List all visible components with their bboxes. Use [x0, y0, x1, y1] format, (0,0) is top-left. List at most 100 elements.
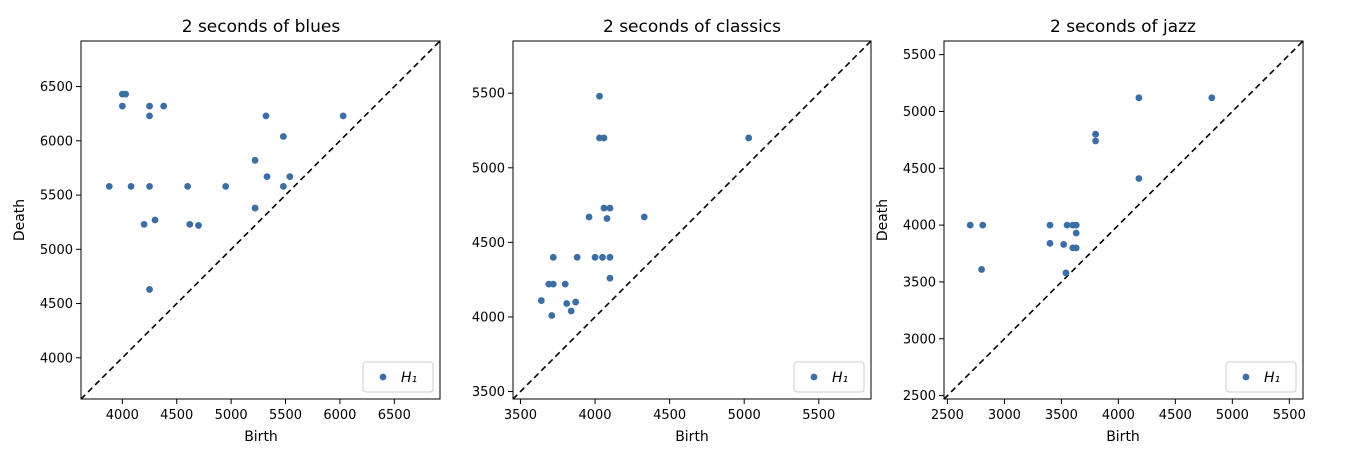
data-point: [105, 182, 113, 190]
legend-label: H₁: [832, 370, 848, 386]
data-point: [251, 204, 259, 212]
data-point: [279, 133, 287, 140]
plot-area: [80, 40, 441, 400]
data-point: [600, 134, 608, 142]
legend-marker: [810, 373, 818, 381]
data-point: [146, 286, 153, 293]
x-tick-label: 5500: [269, 408, 302, 423]
y-tick-label: 6500: [40, 80, 73, 95]
legend-box: [362, 361, 434, 393]
data-point: [222, 182, 230, 190]
subplot-classics: 2 seconds of classics Birth 3500 4000 4500…: [472, 17, 872, 445]
data-point: [1072, 244, 1080, 252]
x-tick-label: 3500: [1045, 408, 1078, 423]
data-point: [151, 216, 159, 224]
data-point: [978, 266, 986, 273]
diagonal-line: [80, 40, 441, 400]
data-point: [184, 182, 192, 190]
data-point: [146, 102, 153, 110]
data-point: [1046, 239, 1054, 247]
data-point: [1092, 130, 1099, 138]
data-point: [1062, 269, 1070, 277]
legend-box: [793, 361, 865, 393]
legend-label: H₁: [401, 370, 417, 386]
data-point: [548, 312, 556, 319]
x-tick-label: 6500: [378, 408, 411, 423]
legend-label: H₁: [1264, 370, 1280, 386]
data-point: [140, 220, 148, 228]
data-point: [118, 102, 126, 110]
x-tick-label: 5000: [215, 408, 248, 423]
data-point: [606, 274, 614, 282]
y-axis-label: Death: [12, 199, 28, 241]
data-point: [572, 298, 580, 306]
y-tick-label: 5500: [472, 87, 505, 102]
data-point: [585, 213, 593, 221]
data-point: [263, 173, 271, 181]
x-tick-label: 4000: [1102, 408, 1135, 423]
data-point: [160, 102, 168, 110]
data-point: [195, 222, 202, 229]
x-tick-label: 3500: [504, 408, 537, 423]
x-tick-label: 4500: [653, 408, 686, 423]
data-point: [186, 220, 194, 228]
y-axis-label: Death: [875, 199, 891, 241]
y-tick-label: 4000: [903, 219, 936, 234]
diagonal-line: [512, 40, 872, 400]
data-point: [567, 307, 575, 315]
data-point: [979, 221, 987, 229]
y-tick-label: 5500: [40, 189, 73, 204]
legend-marker: [379, 373, 387, 381]
data-point: [1208, 94, 1216, 102]
data-point: [1072, 221, 1080, 229]
x-tick-label: 3000: [988, 408, 1021, 423]
y-tick-label: 4000: [472, 310, 505, 325]
x-tick-label: 4500: [1159, 408, 1192, 423]
data-point: [537, 297, 545, 304]
y-tick-label: 5000: [40, 243, 73, 258]
y-tick-label: 4500: [903, 162, 936, 177]
legend: H₁: [1225, 361, 1297, 393]
x-tick-label: 2500: [931, 408, 964, 423]
data-point: [745, 134, 753, 142]
y-tick-label: 3500: [903, 275, 936, 290]
x-tick-label: 5500: [802, 408, 835, 423]
y-tick-label: 5000: [472, 161, 505, 176]
data-point: [1135, 94, 1143, 102]
data-point: [339, 112, 347, 120]
data-point: [599, 253, 606, 261]
data-point: [286, 173, 294, 181]
x-tick-label: 5500: [1273, 408, 1306, 423]
data-point: [600, 204, 608, 212]
data-point: [251, 156, 259, 164]
diagonal-line: [943, 40, 1304, 400]
y-tick-label: 3500: [472, 385, 505, 400]
data-point: [549, 253, 557, 261]
legend-box: [1225, 361, 1297, 393]
data-point: [262, 112, 270, 120]
x-axis-label: Birth: [244, 429, 278, 445]
x-tick-label: 4000: [106, 408, 139, 423]
y-tick-label: 3000: [903, 332, 936, 347]
y-tick-label: 4000: [40, 351, 73, 366]
data-point: [1046, 221, 1054, 229]
data-point: [591, 253, 599, 261]
y-tick-label: 4500: [472, 236, 505, 251]
data-point: [561, 280, 569, 288]
x-tick-label: 5000: [1216, 408, 1249, 423]
data-point: [549, 280, 557, 288]
data-point: [573, 253, 581, 261]
x-tick-label: 4000: [578, 408, 611, 423]
data-point: [563, 300, 571, 307]
data-point: [640, 213, 648, 221]
subplot-blues: 2 seconds of blues Birth Death 4000 4500 5…: [12, 17, 441, 445]
plot-area: [512, 40, 872, 400]
data-point: [146, 112, 153, 120]
data-point: [603, 215, 611, 222]
data-point: [1072, 229, 1080, 237]
data-point: [1135, 175, 1143, 182]
legend-marker: [1242, 373, 1250, 381]
data-point: [122, 90, 130, 98]
legend: H₁: [793, 361, 865, 393]
legend: H₁: [362, 361, 434, 393]
